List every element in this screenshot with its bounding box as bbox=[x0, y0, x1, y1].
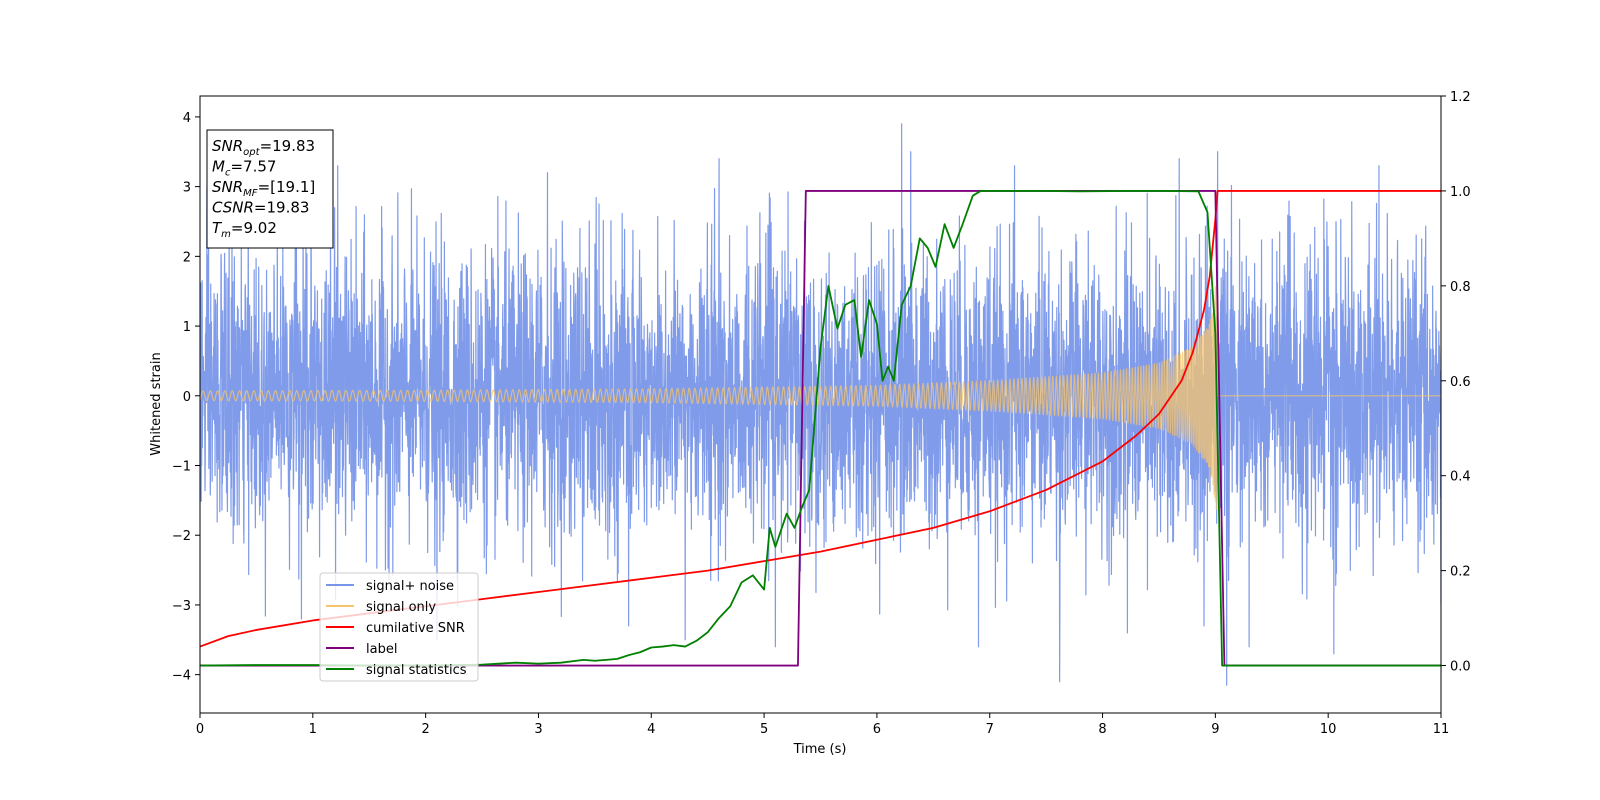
info-box-line: SNRopt=19.83 bbox=[212, 137, 315, 158]
info-box-line: Mc=7.57 bbox=[212, 158, 276, 179]
info-box-line: CSNR=19.83 bbox=[212, 199, 309, 217]
y-right-tick-label: 0.0 bbox=[1450, 660, 1471, 675]
y-left-tick-label: 2 bbox=[183, 250, 191, 265]
plot-frame bbox=[199, 95, 1442, 714]
y-axis-right: 0.0 0.2 0.4 0.6 0.8 1.0 1.2 bbox=[1441, 90, 1471, 675]
x-tick-label: 4 bbox=[647, 722, 655, 737]
info-value: =19.83 bbox=[254, 199, 310, 217]
y-left-tick-label: −3 bbox=[172, 599, 191, 614]
info-symbol: SNR bbox=[212, 178, 243, 196]
info-subscript: c bbox=[225, 168, 231, 179]
x-tick-label: 7 bbox=[986, 722, 994, 737]
y-right-tick-label: 0.4 bbox=[1450, 470, 1471, 485]
info-value: =19.83 bbox=[260, 137, 316, 155]
y-left-tick-label: −2 bbox=[172, 529, 191, 544]
y-right-tick-label: 0.6 bbox=[1450, 375, 1471, 390]
legend-entry-label: label bbox=[366, 642, 397, 657]
info-box-line: Tm=9.02 bbox=[212, 219, 277, 240]
x-tick-label: 1 bbox=[309, 722, 317, 737]
info-value: =[19.1] bbox=[258, 178, 316, 196]
x-tick-label: 8 bbox=[1098, 722, 1106, 737]
info-value: =7.57 bbox=[230, 158, 276, 176]
x-tick-label: 6 bbox=[873, 722, 881, 737]
legend-entry-label: cumilative SNR bbox=[366, 621, 465, 636]
x-tick-label: 3 bbox=[534, 722, 542, 737]
info-subscript: m bbox=[221, 229, 231, 240]
y-axis-left: −4 −3 −2 −1 0 1 2 3 4 bbox=[172, 111, 200, 684]
info-subscript: opt bbox=[243, 147, 260, 158]
y-right-tick-label: 0.2 bbox=[1450, 565, 1471, 580]
x-tick-label: 10 bbox=[1320, 722, 1337, 737]
legend-entry-label: signal only bbox=[366, 600, 436, 615]
info-symbol: M bbox=[212, 158, 225, 176]
info-symbol: SNR bbox=[212, 137, 243, 155]
x-tick-label: 0 bbox=[196, 722, 204, 737]
y-right-tick-label: 0.8 bbox=[1450, 280, 1471, 295]
y-left-tick-label: −1 bbox=[172, 460, 191, 475]
x-axis: 0 1 2 3 4 5 6 7 8 9 10 11 bbox=[196, 713, 1449, 737]
y-left-tick-label: 3 bbox=[183, 181, 191, 196]
legend-entry-label: signal+ noise bbox=[366, 579, 454, 594]
y-left-tick-label: −4 bbox=[172, 669, 191, 684]
info-symbol: T bbox=[212, 219, 223, 237]
info-subscript: MF bbox=[243, 188, 258, 199]
legend-entry-label: signal statistics bbox=[366, 663, 467, 678]
x-axis-label: Time (s) bbox=[793, 742, 847, 757]
y-left-tick-label: 1 bbox=[183, 320, 191, 335]
y-right-tick-label: 1.2 bbox=[1450, 90, 1471, 105]
y-axis-label: Whitened strain bbox=[149, 352, 164, 455]
x-tick-label: 11 bbox=[1433, 722, 1450, 737]
info-box: SNRopt=19.83Mc=7.57SNRMF=[19.1]CSNR=19.8… bbox=[206, 129, 334, 249]
legend-frame bbox=[319, 572, 479, 682]
series-signal-statistics-line bbox=[200, 190, 1441, 667]
info-value: =9.02 bbox=[231, 219, 277, 237]
x-tick-label: 5 bbox=[760, 722, 768, 737]
legend: signal+ noise signal only cumilative SNR la… bbox=[319, 572, 479, 682]
y-right-tick-label: 1.0 bbox=[1450, 185, 1471, 200]
info-box-line: SNRMF=[19.1] bbox=[212, 178, 315, 199]
series-signal-only-line bbox=[200, 281, 1441, 511]
info-symbol: CSNR bbox=[212, 199, 254, 217]
x-tick-label: 9 bbox=[1211, 722, 1219, 737]
x-tick-label: 2 bbox=[421, 722, 429, 737]
y-left-tick-label: 4 bbox=[183, 111, 191, 126]
info-box-frame bbox=[206, 129, 334, 249]
y-left-tick-label: 0 bbox=[183, 390, 191, 405]
series-signal-noise-line bbox=[200, 123, 1441, 686]
